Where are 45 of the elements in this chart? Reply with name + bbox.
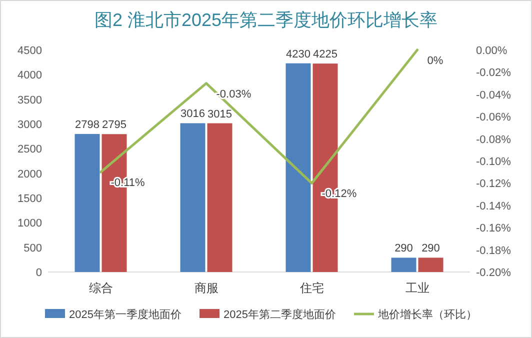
y2-tick-label: -0.10% bbox=[476, 156, 512, 168]
y2-tick-label: -0.04% bbox=[476, 89, 512, 102]
bar bbox=[180, 123, 206, 272]
y2-tick-label: -0.16% bbox=[476, 222, 512, 235]
y2-tick-label: -0.08% bbox=[476, 134, 512, 146]
data-label: 2795 bbox=[102, 119, 126, 132]
y-tick-label: 1000 bbox=[18, 218, 42, 230]
x-tick-label: 商服 bbox=[194, 281, 218, 295]
y2-tick-label: -0.14% bbox=[476, 200, 512, 212]
y2-tick-label: -0.20% bbox=[476, 267, 512, 279]
chart-title: 图2 淮北市2025年第二季度地价环比增长率 bbox=[94, 10, 438, 30]
data-label: 3016 bbox=[180, 108, 205, 120]
y-tick-label: 1500 bbox=[18, 193, 42, 205]
y-tick-label: 3500 bbox=[18, 94, 42, 106]
y-tick-label: 4000 bbox=[18, 70, 42, 82]
bar bbox=[418, 258, 444, 272]
legend-label: 2025年第二季度地面价 bbox=[223, 308, 336, 321]
data-label: 290 bbox=[422, 242, 440, 255]
data-label: 4225 bbox=[313, 48, 338, 61]
x-tick-label: 住宅 bbox=[298, 281, 324, 295]
bar bbox=[207, 123, 232, 272]
y2-tick-label: -0.18% bbox=[476, 244, 512, 257]
y-tick-label: 3000 bbox=[18, 119, 42, 131]
data-label: 4230 bbox=[286, 48, 310, 60]
y-tick-label: 500 bbox=[24, 242, 42, 254]
y-tick-label: 2500 bbox=[18, 144, 42, 156]
y2-tick-label: -0.06% bbox=[476, 112, 512, 124]
bar bbox=[391, 258, 416, 272]
y2-tick-label: -0.12% bbox=[476, 178, 512, 190]
legend-label: 地价增长率（环比） bbox=[376, 308, 477, 321]
line-series bbox=[100, 48, 418, 184]
bar bbox=[286, 63, 311, 272]
y-tick-label: 0 bbox=[36, 267, 42, 279]
data-label: 0% bbox=[427, 55, 444, 67]
data-label: 290 bbox=[394, 242, 413, 255]
data-label: 2798 bbox=[75, 118, 100, 131]
y2-tick-label: 0.00% bbox=[476, 45, 508, 57]
y2-tick-label: -0.02% bbox=[476, 67, 512, 80]
bar bbox=[74, 134, 100, 272]
y-tick-label: 2000 bbox=[18, 168, 42, 180]
y-tick-label: 4500 bbox=[18, 45, 42, 57]
data-label: 3015 bbox=[208, 108, 232, 120]
legend-label: 2025年第一季度地面价 bbox=[69, 308, 182, 321]
x-tick-label: 工业 bbox=[405, 281, 430, 295]
x-tick-label: 综合 bbox=[88, 281, 113, 295]
